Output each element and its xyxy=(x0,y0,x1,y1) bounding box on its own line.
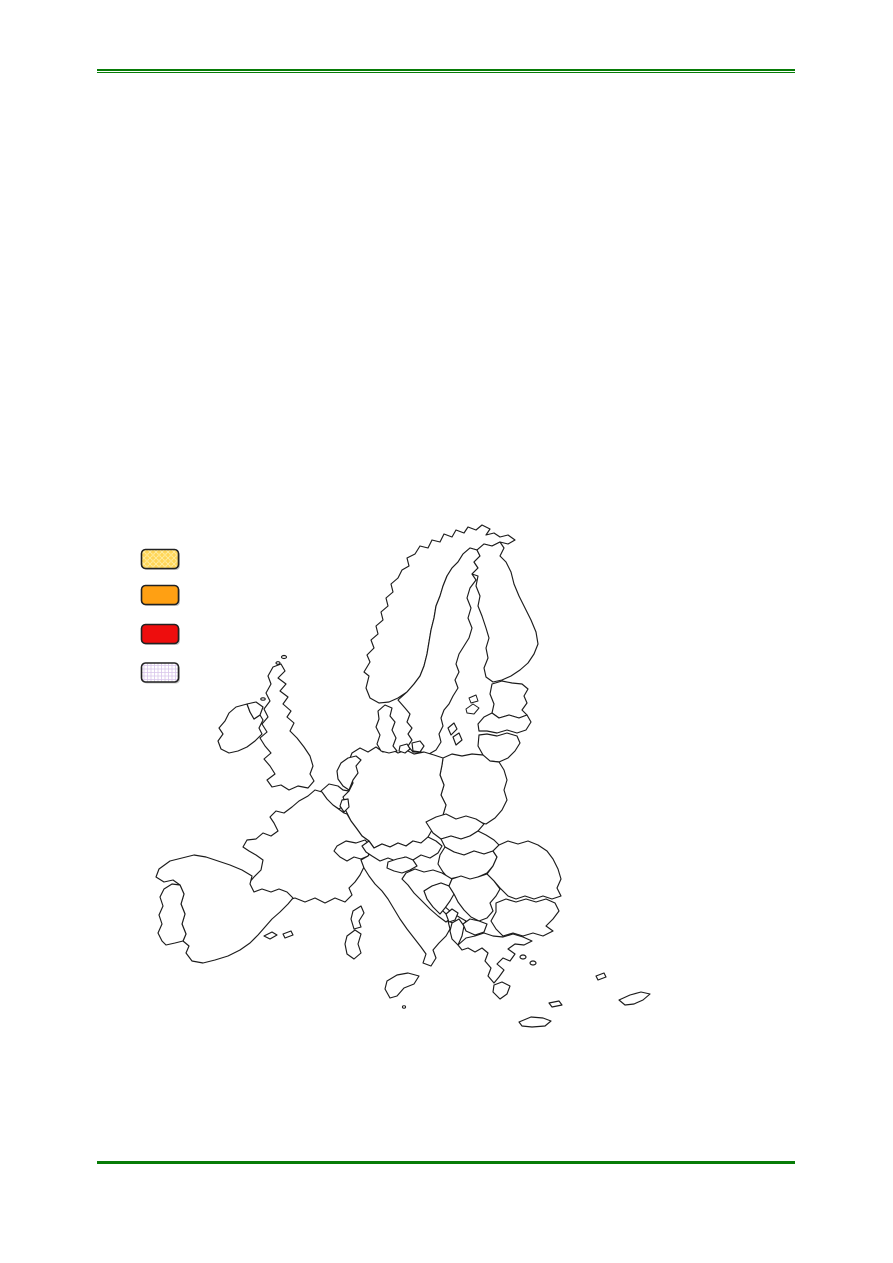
island-hiiumaa xyxy=(468,694,479,704)
country-france-corsica xyxy=(350,905,365,930)
country-sweden-gotland xyxy=(447,722,458,736)
country-greece xyxy=(457,932,533,984)
country-austria xyxy=(361,836,443,862)
country-slovenia xyxy=(386,856,418,874)
country-spain-mallorca xyxy=(263,931,278,940)
country-bosnia-herzegovina xyxy=(423,882,455,915)
country-uk-hebrides xyxy=(260,697,266,701)
country-uk-shetland xyxy=(275,661,281,665)
legend-swatch-yellow-crosshatch xyxy=(140,548,180,570)
legend-swatch-orange xyxy=(140,584,180,606)
country-poland xyxy=(439,753,508,826)
island-saaremaa xyxy=(465,703,480,715)
country-italy-sardinia xyxy=(344,929,362,960)
country-spain-menorca xyxy=(282,930,294,939)
top-rule xyxy=(97,69,795,73)
country-macedonia xyxy=(462,918,488,936)
country-greece-island-3 xyxy=(548,1000,563,1008)
country-greece-rhodes xyxy=(595,972,607,981)
country-greece-island-2 xyxy=(529,960,537,966)
country-greece-island-1 xyxy=(519,954,527,960)
country-denmark-zealand xyxy=(411,740,425,753)
country-finland xyxy=(471,541,539,683)
country-luxembourg xyxy=(339,798,350,813)
country-bulgaria xyxy=(490,898,560,937)
country-sweden-oland xyxy=(452,732,463,746)
country-italy-sicily xyxy=(384,972,420,999)
island-malta xyxy=(401,1005,407,1009)
country-uk-northern-ireland xyxy=(246,701,264,720)
europe-map xyxy=(140,524,651,1028)
country-estonia xyxy=(489,680,529,719)
country-albania xyxy=(449,918,465,946)
legend xyxy=(140,548,180,684)
legend-swatch-lavender-grid xyxy=(140,662,180,683)
country-france xyxy=(242,789,375,904)
country-denmark-funen xyxy=(398,743,411,754)
country-montenegro xyxy=(445,908,459,923)
map-figure xyxy=(140,515,675,1050)
country-netherlands xyxy=(336,755,362,791)
country-sweden xyxy=(397,547,481,755)
country-greece-crete xyxy=(518,1016,552,1028)
country-portugal xyxy=(157,883,187,946)
legend-swatch-red xyxy=(140,623,180,645)
bottom-rule xyxy=(97,1161,795,1164)
country-uk-orkney xyxy=(280,654,288,660)
country-serbia xyxy=(448,873,501,922)
country-denmark xyxy=(375,704,398,754)
country-greece-peloponnese xyxy=(492,981,511,1000)
country-cyprus xyxy=(618,991,651,1006)
country-romania xyxy=(486,840,562,900)
country-latvia xyxy=(477,712,532,734)
country-united-kingdom xyxy=(259,663,315,791)
